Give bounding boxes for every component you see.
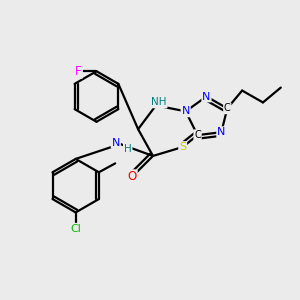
Text: N: N (112, 138, 120, 148)
Text: C: C (224, 103, 231, 113)
Text: S: S (179, 142, 186, 152)
Text: N: N (202, 92, 211, 101)
Text: N: N (217, 127, 226, 137)
Text: F: F (75, 65, 82, 78)
Text: Cl: Cl (70, 224, 81, 234)
Text: N: N (182, 106, 190, 116)
Text: H: H (124, 143, 132, 154)
Text: C: C (194, 130, 201, 140)
Text: NH: NH (151, 98, 167, 107)
Text: O: O (128, 170, 137, 183)
